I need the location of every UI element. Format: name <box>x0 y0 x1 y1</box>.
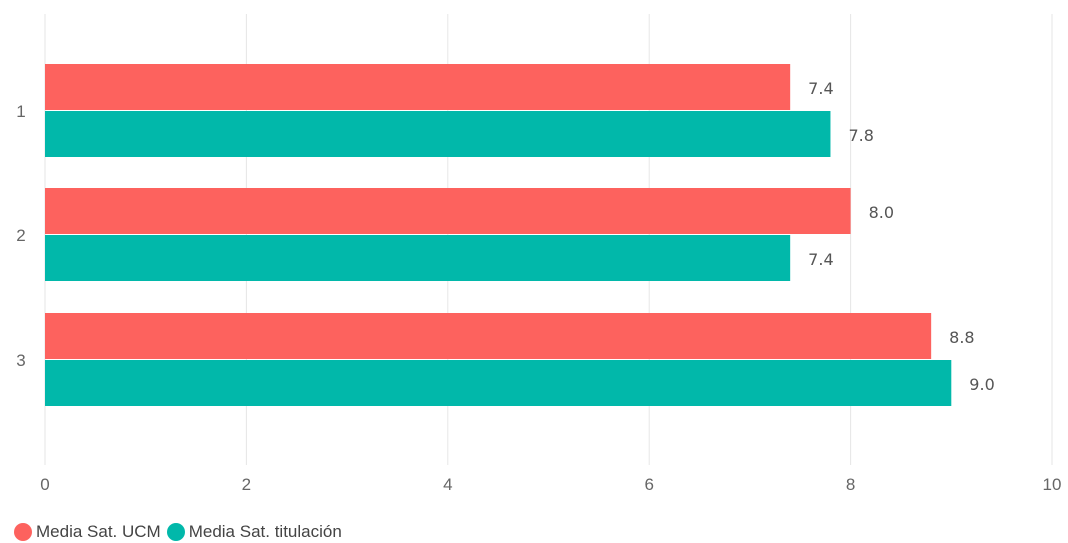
data-label-ucm-1: 7.4 <box>808 79 833 98</box>
y-tick-label-3: 3 <box>16 351 25 370</box>
data-label-ucm-3: 8.8 <box>949 328 974 347</box>
bar-ucm-3[interactable] <box>45 313 932 359</box>
x-tick-label-3: 6 <box>644 475 653 494</box>
y-axis: 1 2 3 <box>16 102 25 370</box>
data-labels: 7.4 7.8 8.0 7.4 8.8 9.0 <box>808 79 995 394</box>
legend-label-titulacion: Media Sat. titulación <box>188 522 342 541</box>
x-tick-label-0: 0 <box>40 475 49 494</box>
bar-titulacion-2[interactable] <box>45 235 791 281</box>
legend: Media Sat. UCM Media Sat. titulación <box>14 522 348 542</box>
y-tick-label-2: 2 <box>16 226 25 245</box>
data-label-titulacion-2: 7.4 <box>808 250 833 269</box>
bar-titulacion-3[interactable] <box>45 360 952 406</box>
bar-ucm-2[interactable] <box>45 188 851 234</box>
legend-swatch-ucm <box>14 523 32 541</box>
data-label-ucm-2: 8.0 <box>869 203 894 222</box>
legend-item-titulacion[interactable]: Media Sat. titulación <box>166 522 342 542</box>
bars <box>45 64 952 406</box>
bar-ucm-1[interactable] <box>45 64 791 110</box>
x-axis: 0 2 4 6 8 10 <box>40 475 1061 494</box>
x-tick-label-5: 10 <box>1043 475 1062 494</box>
legend-swatch-titulacion <box>166 523 185 541</box>
data-label-titulacion-3: 9.0 <box>969 375 994 394</box>
y-tick-label-1: 1 <box>16 102 25 121</box>
x-tick-label-1: 2 <box>242 475 251 494</box>
x-tick-label-4: 8 <box>846 475 855 494</box>
legend-label-ucm: Media Sat. UCM <box>36 522 161 541</box>
bar-titulacion-1[interactable] <box>45 111 831 157</box>
data-label-titulacion-1: 7.8 <box>848 126 873 145</box>
x-tick-label-2: 4 <box>443 475 452 494</box>
legend-item-ucm[interactable]: Media Sat. UCM <box>14 522 161 542</box>
